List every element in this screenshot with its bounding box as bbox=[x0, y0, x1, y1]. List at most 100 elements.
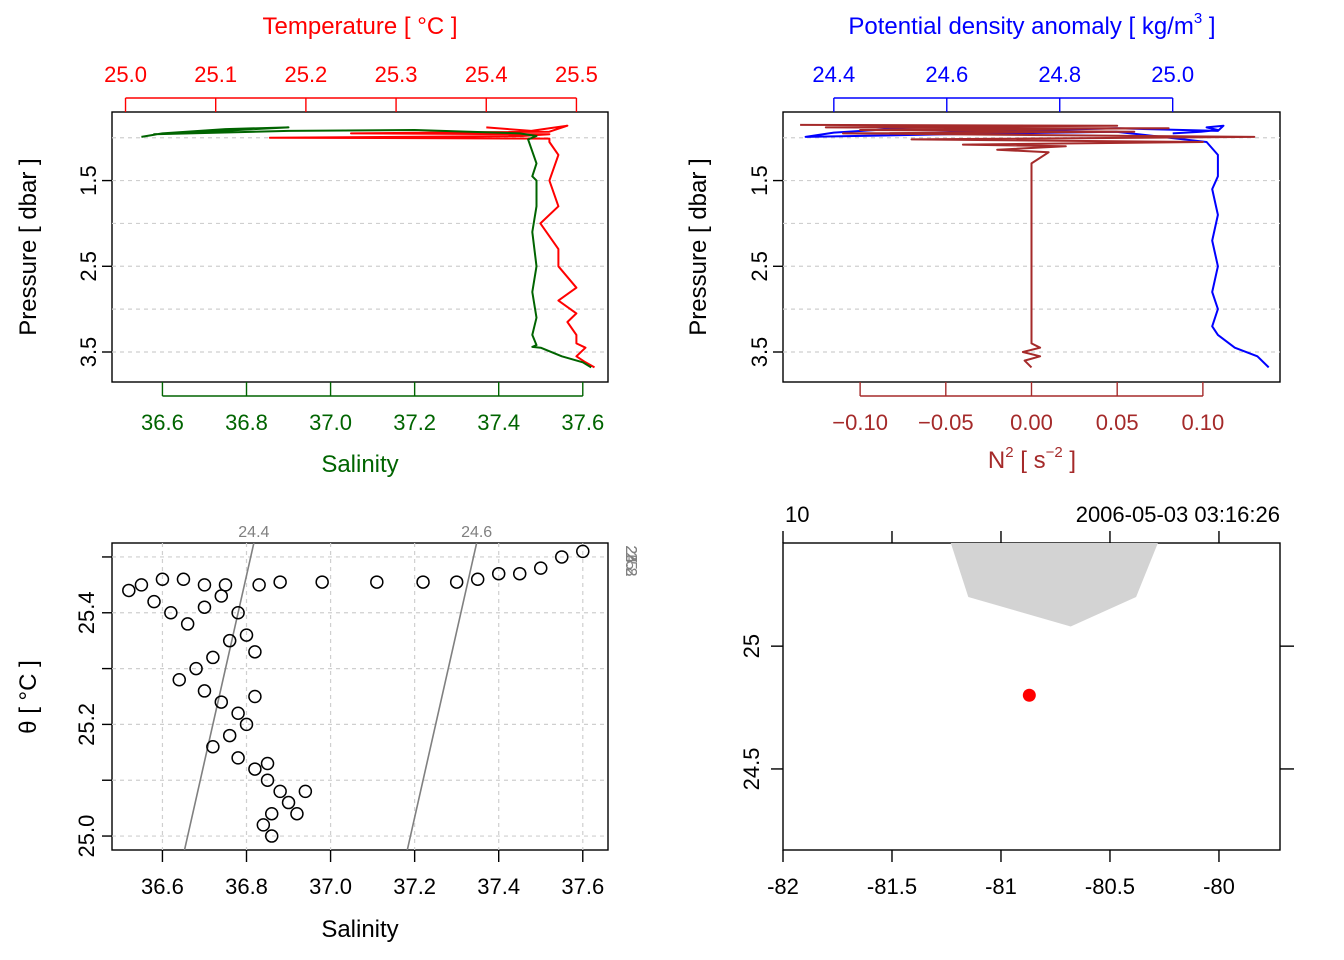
ts-diagram-panel: 36.6 36.8 37.0 37.2 37.4 37.6 25.0 25.2 25.4 24.4… bbox=[15, 524, 922, 943]
ts-point bbox=[214, 589, 229, 603]
panel1-bottom-axis-title: Salinity bbox=[321, 451, 398, 478]
ts-point bbox=[416, 575, 430, 589]
bottom-x-tick-label: 0.00 bbox=[1010, 410, 1053, 435]
ts-point bbox=[222, 633, 237, 648]
isopycnal-label: 24.6 bbox=[461, 524, 492, 541]
top-x-tick-label: 25.4 bbox=[465, 62, 508, 87]
ts-point bbox=[260, 773, 275, 787]
series-n2-line bbox=[800, 123, 1256, 369]
longitude-tick-label: -81 bbox=[985, 874, 1017, 899]
y-tick-label: 3.5 bbox=[76, 337, 101, 368]
x-tick-label: 37.6 bbox=[561, 874, 604, 899]
station-time-label: 2006-05-03 03:16:26 bbox=[1076, 502, 1280, 527]
x-tick-label: 37.4 bbox=[477, 874, 520, 899]
ts-point bbox=[290, 806, 304, 821]
ts-point bbox=[197, 684, 212, 698]
station-number-label: 10 bbox=[785, 502, 809, 527]
ts-point bbox=[231, 706, 245, 720]
ts-point bbox=[260, 756, 275, 771]
top-x-tick-label: 25.3 bbox=[375, 62, 418, 87]
bottom-x-tick-label: 37.6 bbox=[561, 410, 604, 435]
ts-point bbox=[273, 784, 287, 799]
latitude-tick-label: 25 bbox=[739, 634, 764, 658]
ts-point bbox=[281, 795, 296, 810]
ts-point bbox=[197, 600, 212, 614]
ts-point bbox=[576, 544, 590, 559]
ts-point bbox=[298, 784, 313, 799]
ts-point bbox=[222, 728, 237, 743]
bottom-x-tick-label: 37.2 bbox=[393, 410, 436, 435]
bottom-x-tick-label: 37.0 bbox=[309, 410, 352, 435]
series-temperature-line bbox=[268, 124, 595, 369]
ts-point bbox=[315, 575, 329, 589]
top-x-tick-label: 25.0 bbox=[1151, 62, 1194, 87]
longitude-tick-label: -80.5 bbox=[1085, 874, 1135, 899]
panel1-top-axis-title: Temperature [ °C ] bbox=[263, 13, 458, 40]
isopycnal-line bbox=[630, 543, 699, 850]
bottom-x-tick-label: 0.10 bbox=[1181, 410, 1224, 435]
ts-point bbox=[239, 717, 254, 732]
ts-point bbox=[172, 673, 187, 687]
ts-point bbox=[189, 661, 203, 676]
ts-point bbox=[239, 628, 254, 642]
isopycnal-label: 24.8 bbox=[622, 545, 639, 576]
ts-point bbox=[533, 561, 548, 575]
ts-point bbox=[248, 689, 262, 704]
isopycnal-label: 24.4 bbox=[238, 524, 269, 541]
y-tick-label: 1.5 bbox=[747, 165, 772, 196]
top-x-tick-label: 25.0 bbox=[104, 62, 147, 87]
ts-point bbox=[264, 806, 279, 821]
panel1-frame bbox=[111, 111, 609, 383]
bottom-x-tick-label: −0.10 bbox=[832, 410, 888, 435]
ts-point bbox=[180, 617, 195, 631]
top-x-tick-label: 24.4 bbox=[812, 62, 855, 87]
x-tick-label: 36.8 bbox=[225, 874, 268, 899]
ts-point bbox=[122, 583, 136, 598]
ts-point bbox=[273, 575, 287, 589]
longitude-tick-label: -81.5 bbox=[867, 874, 917, 899]
ts-point bbox=[370, 575, 384, 589]
ts-point bbox=[470, 572, 485, 587]
ts-point bbox=[218, 578, 233, 592]
series-salinity-line bbox=[141, 126, 592, 369]
ts-point bbox=[248, 762, 262, 776]
isopycnal-line bbox=[853, 543, 922, 850]
longitude-tick-label: -82 bbox=[767, 874, 799, 899]
ts-point bbox=[197, 578, 212, 592]
ts-point bbox=[256, 818, 271, 832]
top-x-tick-label: 24.8 bbox=[1038, 62, 1081, 87]
ts-point bbox=[134, 578, 149, 592]
ts-point bbox=[264, 829, 279, 843]
ts-point bbox=[555, 550, 569, 564]
isopycnal-line bbox=[406, 543, 478, 850]
bottom-x-tick-label: −0.05 bbox=[918, 410, 974, 435]
panel3-y-axis-title: θ [ °C ] bbox=[15, 660, 42, 734]
ts-point bbox=[206, 650, 220, 665]
top-x-tick-label: 25.5 bbox=[555, 62, 598, 87]
station-marker bbox=[1022, 688, 1036, 702]
top-x-tick-label: 24.6 bbox=[925, 62, 968, 87]
land-polygon bbox=[950, 543, 1158, 627]
ts-point bbox=[248, 645, 262, 659]
x-tick-label: 37.0 bbox=[309, 874, 352, 899]
panel1-y-axis-title: Pressure [ dbar ] bbox=[15, 158, 42, 335]
ts-point bbox=[147, 594, 161, 609]
isopycnal-label: 25.2 bbox=[622, 545, 639, 576]
latitude-tick-label: 24.5 bbox=[739, 748, 764, 791]
ts-point bbox=[164, 606, 178, 620]
ts-point bbox=[176, 572, 191, 587]
x-tick-label: 36.6 bbox=[141, 874, 184, 899]
bottom-x-tick-label: 37.4 bbox=[477, 410, 520, 435]
bottom-x-tick-label: 36.6 bbox=[141, 410, 184, 435]
ts-point bbox=[491, 566, 506, 581]
ts-point bbox=[214, 695, 229, 709]
y-tick-label: 25.0 bbox=[74, 815, 99, 858]
longitude-tick-label: -80 bbox=[1203, 874, 1235, 899]
ts-point bbox=[252, 578, 266, 592]
isopycnal-label: 25 bbox=[622, 552, 639, 570]
y-tick-label: 2.5 bbox=[76, 251, 101, 282]
y-tick-label: 3.5 bbox=[747, 337, 772, 368]
panel2-top-axis-title: Potential density anomaly [ kg/m3 ] bbox=[848, 10, 1215, 40]
bottom-x-tick-label: 0.05 bbox=[1096, 410, 1139, 435]
